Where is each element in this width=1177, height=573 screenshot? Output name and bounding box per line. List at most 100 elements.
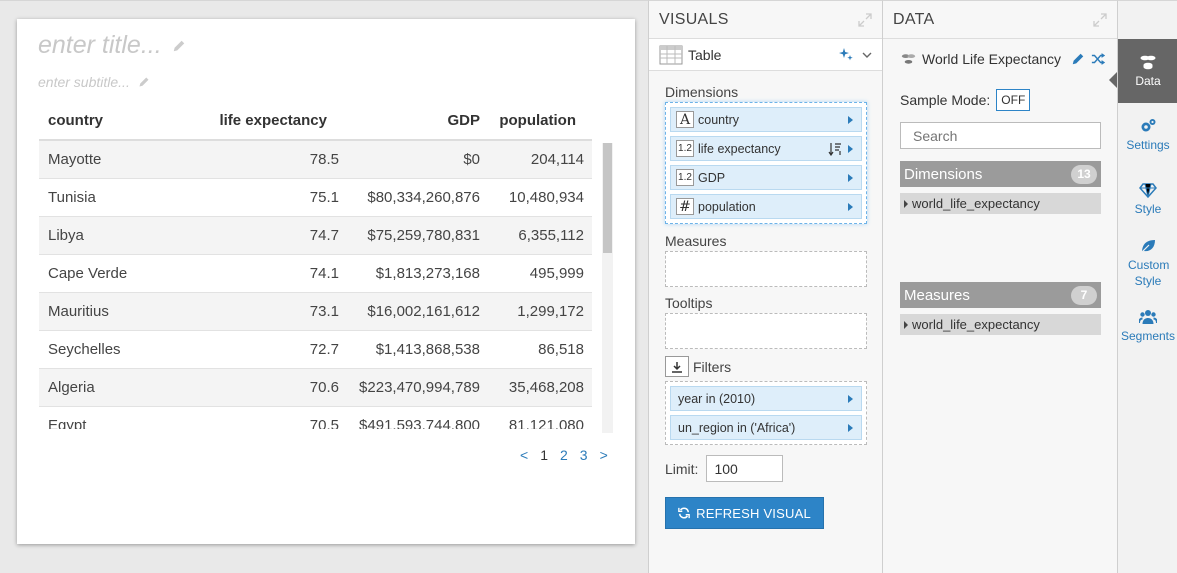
table-row[interactable]: Mayotte 78.5 $0 204,114	[39, 141, 592, 179]
dimensions-group-label: Dimensions	[904, 165, 983, 183]
pencil-icon[interactable]	[172, 39, 186, 53]
cell-life-expectancy: 74.7	[309, 227, 339, 244]
caret-right-icon[interactable]	[848, 423, 853, 432]
caret-right-icon[interactable]	[848, 115, 853, 124]
data-panel: DATA World Life Expectancy Sample Mode: …	[882, 0, 1117, 573]
limit-input[interactable]	[706, 455, 784, 482]
measures-table-item[interactable]: world_life_expectancy	[900, 314, 1101, 335]
table-row[interactable]: Tunisia 75.1 $80,334,260,876 10,480,934	[39, 179, 592, 217]
subtitle-field[interactable]: enter subtitle...	[38, 74, 150, 90]
sort-descending-icon[interactable]	[828, 142, 842, 156]
data-title: DATA	[893, 10, 935, 28]
subtitle-placeholder[interactable]: enter subtitle...	[38, 74, 130, 90]
rail-tab-style[interactable]: Style	[1118, 181, 1177, 217]
expand-icon[interactable]	[858, 12, 872, 27]
caret-right-icon[interactable]	[848, 202, 853, 211]
table-row[interactable]: Cape Verde 74.1 $1,813,273,168 495,999	[39, 255, 592, 293]
shuffle-icon[interactable]	[1091, 52, 1105, 66]
cell-gdp: $1,813,273,168	[375, 265, 480, 282]
number-type-badge: 1.2	[676, 169, 694, 186]
rail-tab-settings[interactable]: Settings	[1118, 117, 1177, 153]
rail-tab-segments[interactable]: Segments	[1118, 308, 1177, 344]
caret-right-icon[interactable]	[848, 394, 853, 403]
cell-population: 10,480,934	[508, 189, 584, 206]
cell-gdp: $223,470,994,789	[359, 379, 480, 396]
cell-country: Tunisia	[48, 189, 96, 206]
pencil-icon[interactable]	[138, 76, 150, 88]
caret-right-icon[interactable]	[848, 144, 853, 153]
visual-type-selector[interactable]: Table	[649, 39, 882, 71]
column-header-life-expectancy[interactable]: life expectancy	[219, 111, 327, 129]
pager-page-3[interactable]: 3	[579, 447, 588, 463]
download-button[interactable]	[665, 356, 689, 377]
pill-label: life expectancy	[698, 141, 781, 156]
cell-population: 495,999	[529, 265, 584, 282]
field-search[interactable]	[900, 122, 1101, 149]
filter-pill-year[interactable]: year in (2010)	[670, 386, 862, 411]
table-scrollbar[interactable]	[602, 143, 613, 433]
cell-country: Mauritius	[48, 303, 109, 320]
visual-card: enter title... enter subtitle... country…	[17, 19, 635, 544]
filter-pill-un-region[interactable]: un_region in ('Africa')	[670, 415, 862, 440]
expand-icon[interactable]	[1093, 12, 1107, 27]
shelf-pill-gdp[interactable]: 1.2 GDP	[670, 165, 862, 190]
cell-life-expectancy: 72.7	[309, 341, 339, 358]
table-row[interactable]: Algeria 70.6 $223,470,994,789 35,468,208	[39, 369, 592, 407]
table-row[interactable]: Mauritius 73.1 $16,002,161,612 1,299,172	[39, 293, 592, 331]
cell-population: 6,355,112	[518, 227, 584, 244]
pager-next[interactable]: >	[599, 447, 608, 463]
visual-type-label: Table	[688, 46, 722, 63]
dimensions-shelf[interactable]: A country 1.2 life expectancy 1.2 GDP # …	[665, 102, 867, 224]
shelf-pill-population[interactable]: # population	[670, 194, 862, 219]
filters-shelf[interactable]: year in (2010) un_region in ('Africa')	[665, 381, 867, 445]
measures-shelf[interactable]	[665, 251, 867, 287]
pill-label: GDP	[698, 170, 726, 185]
tooltips-label: Tooltips	[665, 295, 713, 311]
dimensions-group-header[interactable]: Dimensions 13	[900, 161, 1101, 187]
sparkle-icon[interactable]	[838, 47, 854, 63]
dimensions-table-item[interactable]: world_life_expectancy	[900, 193, 1101, 214]
tooltips-shelf[interactable]	[665, 313, 867, 349]
table-row[interactable]: Egypt 70.5 $491,593,744,800 81,121,080	[39, 407, 592, 429]
rail-tab-custom-style[interactable]: Custom Style	[1118, 237, 1177, 289]
refresh-visual-button[interactable]: REFRESH VISUAL	[665, 497, 824, 529]
cell-population: 204,114	[530, 151, 584, 168]
caret-right-icon[interactable]	[848, 173, 853, 182]
table-row[interactable]: Libya 74.7 $75,259,780,831 6,355,112	[39, 217, 592, 255]
diamond-icon	[1139, 183, 1157, 199]
title-placeholder[interactable]: enter title...	[38, 31, 162, 59]
cell-life-expectancy: 78.5	[309, 151, 339, 168]
pencil-icon[interactable]	[1071, 52, 1085, 66]
gears-icon	[1141, 119, 1156, 132]
rail-tab-data[interactable]: Data	[1118, 39, 1177, 103]
cell-life-expectancy: 70.6	[309, 379, 339, 396]
title-field[interactable]: enter title...	[38, 31, 186, 60]
pager-page-2[interactable]: 2	[559, 447, 568, 463]
measures-group-header[interactable]: Measures 7	[900, 282, 1101, 308]
pager-prev[interactable]: <	[520, 447, 529, 463]
caret-right-icon[interactable]	[904, 199, 908, 208]
cell-gdp: $75,259,780,831	[367, 227, 480, 244]
rail-tab-label: Custom Style	[1128, 258, 1170, 289]
cell-country: Libya	[48, 227, 84, 244]
canvas-area: enter title... enter subtitle... country…	[0, 0, 648, 544]
chevron-down-icon[interactable]	[862, 52, 872, 58]
rail-tab-label: Settings	[1126, 138, 1170, 152]
shelf-pill-life-expectancy[interactable]: 1.2 life expectancy	[670, 136, 862, 161]
scrollbar-thumb[interactable]	[603, 143, 612, 253]
caret-right-icon[interactable]	[904, 320, 908, 329]
search-input[interactable]	[913, 127, 1094, 144]
data-header: DATA	[883, 1, 1117, 39]
table-body[interactable]: Mayotte 78.5 $0 204,114 Tunisia 75.1 $80,334,2…	[39, 141, 592, 429]
column-header-gdp[interactable]: GDP	[447, 111, 480, 129]
sample-mode-toggle[interactable]: OFF	[996, 89, 1031, 111]
pager-page-1[interactable]: 1	[540, 447, 548, 463]
column-header-country[interactable]: country	[48, 111, 104, 129]
column-header-population[interactable]: population	[499, 111, 576, 129]
pill-label: country	[698, 112, 739, 127]
shelf-pill-country[interactable]: A country	[670, 107, 862, 132]
refresh-visual-label: REFRESH VISUAL	[696, 505, 811, 521]
table-row[interactable]: Seychelles 72.7 $1,413,868,538 86,518	[39, 331, 592, 369]
cell-gdp: $0	[463, 151, 480, 168]
users-icon	[1139, 310, 1157, 324]
